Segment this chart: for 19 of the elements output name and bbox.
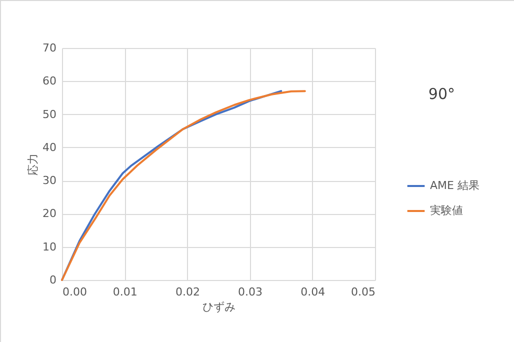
x-tick-label: 0.05 <box>351 286 376 298</box>
y-axis-title: 応力 <box>26 154 40 176</box>
x-tick-label: 0.00 <box>62 286 87 298</box>
y-tick-label: 40 <box>42 140 56 154</box>
x-tick-label: 0.04 <box>300 286 326 298</box>
y-tick-label: 60 <box>42 74 56 88</box>
y-tick-label: 0 <box>50 274 56 286</box>
y-tick-label: 10 <box>42 240 56 254</box>
x-tick-label: 0.02 <box>175 286 200 298</box>
y-tick-label: 20 <box>42 207 56 220</box>
y-tick-label: 30 <box>42 174 56 188</box>
text: 90° <box>428 85 455 103</box>
y-tick-label: 70 <box>42 42 56 54</box>
legend-label: AME 結果 <box>430 179 480 192</box>
legend-label: 実験値 <box>430 204 463 217</box>
x-axis-title: ひずみ <box>202 300 236 314</box>
x-tick-label: 0.03 <box>238 286 263 298</box>
y-tick-label: 50 <box>42 108 56 121</box>
x-tick-label: 0.01 <box>112 286 138 298</box>
